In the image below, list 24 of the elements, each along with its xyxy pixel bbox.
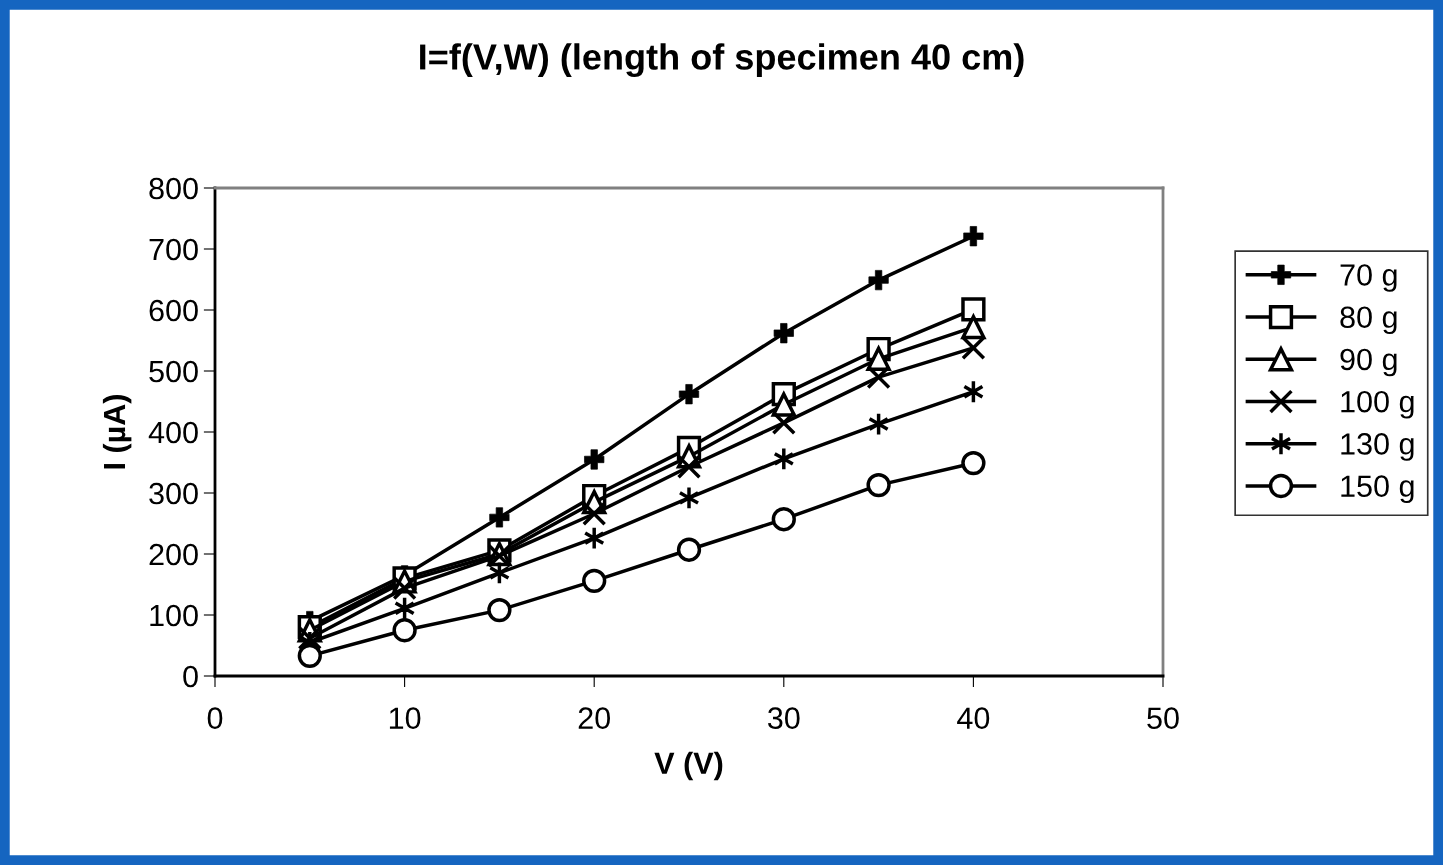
y-tick-label: 700 xyxy=(149,238,198,261)
chart-title: I=f(V,W) (length of specimen 40 cm) xyxy=(420,43,1024,78)
legend-label: 70 g xyxy=(1340,264,1397,292)
x-tick-label: 0 xyxy=(207,707,223,729)
y-tick-label: 300 xyxy=(149,482,198,505)
x-tick-label: 40 xyxy=(957,707,990,729)
y-tick-label: 200 xyxy=(149,543,198,566)
y-tick-label: 500 xyxy=(149,360,198,383)
legend-label: 90 g xyxy=(1340,348,1397,377)
y-tick-label: 100 xyxy=(150,604,198,627)
y-tick-label: 600 xyxy=(149,299,198,322)
y-tick-label: 400 xyxy=(148,421,198,444)
y-tick-label: 0 xyxy=(183,665,198,688)
x-tick-label: 10 xyxy=(389,707,421,729)
x-tick-label: 30 xyxy=(767,707,800,729)
x-tick-label: 20 xyxy=(578,707,610,729)
legend-label: 130 g xyxy=(1341,433,1414,461)
legend-label: 100 g xyxy=(1341,390,1414,419)
y-tick-label: 800 xyxy=(149,177,198,200)
x-axis-title: V (V) xyxy=(654,751,723,781)
x-tick-label: 50 xyxy=(1147,707,1179,729)
legend-label: 150 g xyxy=(1341,475,1414,504)
y-axis-title: I (µA) xyxy=(102,395,132,469)
legend-label: 80 g xyxy=(1340,306,1397,335)
